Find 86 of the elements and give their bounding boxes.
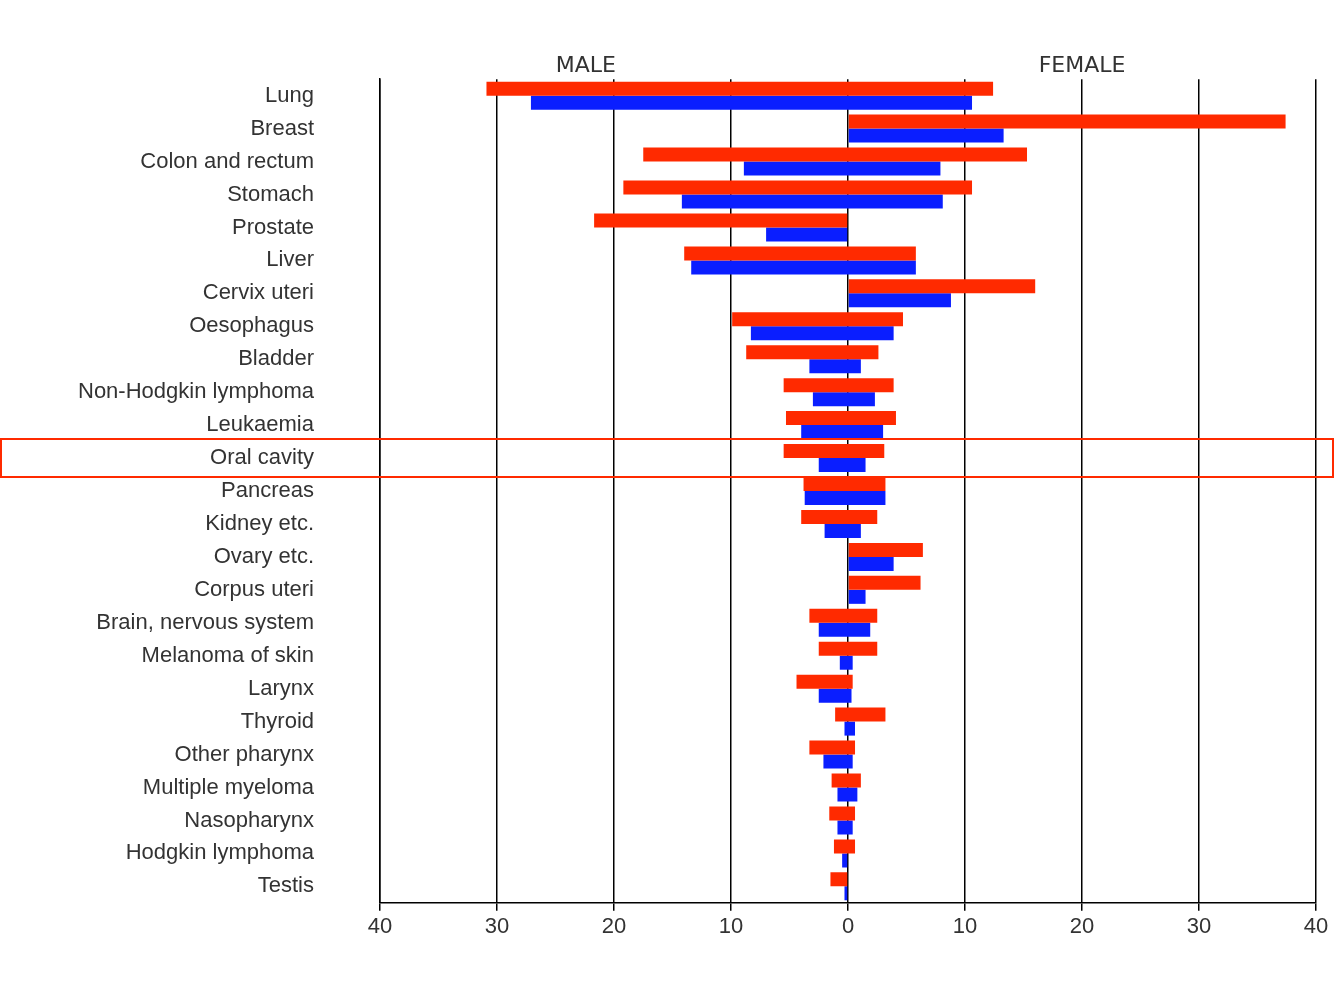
bar [837,787,858,802]
bar [812,392,875,407]
bar [783,444,885,459]
bar [848,293,951,308]
bar [837,820,853,835]
bar [643,147,1028,162]
bar [818,641,878,656]
bar [804,491,886,505]
y-tick-label: Stomach [227,180,314,206]
bar [691,260,916,275]
bar [746,345,879,360]
bar [681,194,943,209]
bar [848,542,923,557]
y-tick-label: Multiple myeloma [142,773,315,799]
x-tick-label: 40 [367,913,393,939]
bar [818,458,866,473]
y-tick-label: Testis [257,872,314,898]
bar [623,180,973,195]
bar [801,425,884,440]
bar [785,411,896,426]
x-tick-label: 40 [1303,913,1329,939]
bar [732,312,903,327]
x-tick-label: 20 [1069,913,1095,939]
y-tick-label: Melanoma of skin [141,641,314,667]
bar [530,95,973,110]
y-tick-label: Kidney etc. [205,510,314,536]
bar [486,81,994,96]
bar [818,622,871,637]
y-tick-label: Breast [250,114,314,140]
x-tick-label: 30 [1186,913,1212,939]
bar [809,740,856,755]
y-tick-label: Prostate [232,213,314,239]
y-tick-label: Pancreas [221,477,314,503]
x-tick-label: 10 [952,913,978,939]
bar [594,213,848,228]
x-tick-label: 20 [601,913,627,939]
bar [839,655,853,670]
bar [848,128,1004,143]
bar [848,279,1036,294]
y-tick-label: Brain, nervous system [96,608,314,634]
y-tick-label: Liver [266,246,314,272]
y-tick-label: Thyroid [240,707,314,733]
bar [842,853,848,868]
bar [801,509,878,524]
y-tick-label: Larynx [247,674,314,700]
bar [743,161,941,176]
bar [750,326,894,341]
x-tick-label: 0 [841,913,855,939]
bar [824,523,861,538]
y-tick-label: Cervix uteri [202,279,314,305]
bar [848,556,894,571]
bar [803,477,886,491]
bar [835,707,886,722]
y-tick-label: Nasopharynx [184,806,314,832]
x-tick-label: 10 [718,913,744,939]
y-tick-label: Hodgkin lymphoma [125,839,315,865]
y-tick-label: Bladder [238,345,314,371]
bar [830,872,848,887]
bar [766,227,848,242]
y-tick-label: Leukaemia [206,411,315,437]
bar [823,754,853,769]
bar [783,378,894,393]
y-tick-label: Colon and rectum [140,147,314,173]
bar [844,886,848,901]
bar [818,688,852,703]
x-tick-label: 30 [484,913,510,939]
bar [829,806,856,821]
y-tick-label: Other pharynx [174,740,314,766]
bar [844,721,856,736]
y-tick-label: Non-Hodgkin lymphoma [78,378,315,404]
y-tick-label: Oesophagus [189,312,314,338]
bar [831,773,861,788]
y-tick-label: Lung [265,81,314,107]
bar [796,674,853,689]
bar [848,114,1286,129]
text: FEMALE [1038,51,1126,77]
y-tick-label: Ovary etc. [213,542,314,568]
bar [809,359,861,374]
bar [809,608,878,623]
bar [684,246,916,261]
y-tick-label: Corpus uteri [194,575,314,601]
text: MALE [555,51,617,77]
bar [848,575,921,590]
bar [833,839,856,854]
bar [848,589,866,604]
y-tick-label: Oral cavity [210,444,314,470]
